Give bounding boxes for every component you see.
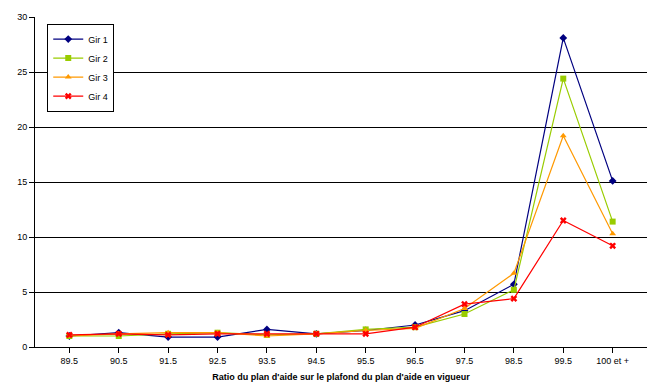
svg-text:Ratio du plan d'aide sur le pl: Ratio du plan d'aide sur le plafond du p… [212,372,470,382]
svg-text:10: 10 [17,232,27,242]
svg-text:94.5: 94.5 [308,356,326,366]
svg-text:89.5: 89.5 [61,356,79,366]
svg-text:20: 20 [17,122,27,132]
svg-text:30: 30 [17,12,27,22]
svg-text:92.5: 92.5 [209,356,227,366]
svg-text:93.5: 93.5 [258,356,276,366]
svg-text:Gir 1: Gir 1 [88,35,108,45]
svg-text:95.5: 95.5 [357,356,375,366]
svg-text:98.5: 98.5 [505,356,523,366]
svg-text:Gir 4: Gir 4 [88,92,108,102]
svg-text:90.5: 90.5 [110,356,128,366]
svg-text:5: 5 [22,287,27,297]
svg-text:Gir 2: Gir 2 [88,54,108,64]
svg-text:99.5: 99.5 [554,356,572,366]
svg-text:Gir 3: Gir 3 [88,73,108,83]
svg-text:0: 0 [22,342,27,352]
svg-text:97.5: 97.5 [456,356,474,366]
svg-text:25: 25 [17,67,27,77]
svg-text:15: 15 [17,177,27,187]
svg-text:96.5: 96.5 [406,356,424,366]
svg-text:91.5: 91.5 [159,356,177,366]
svg-text:100 et +: 100 et + [596,356,629,366]
